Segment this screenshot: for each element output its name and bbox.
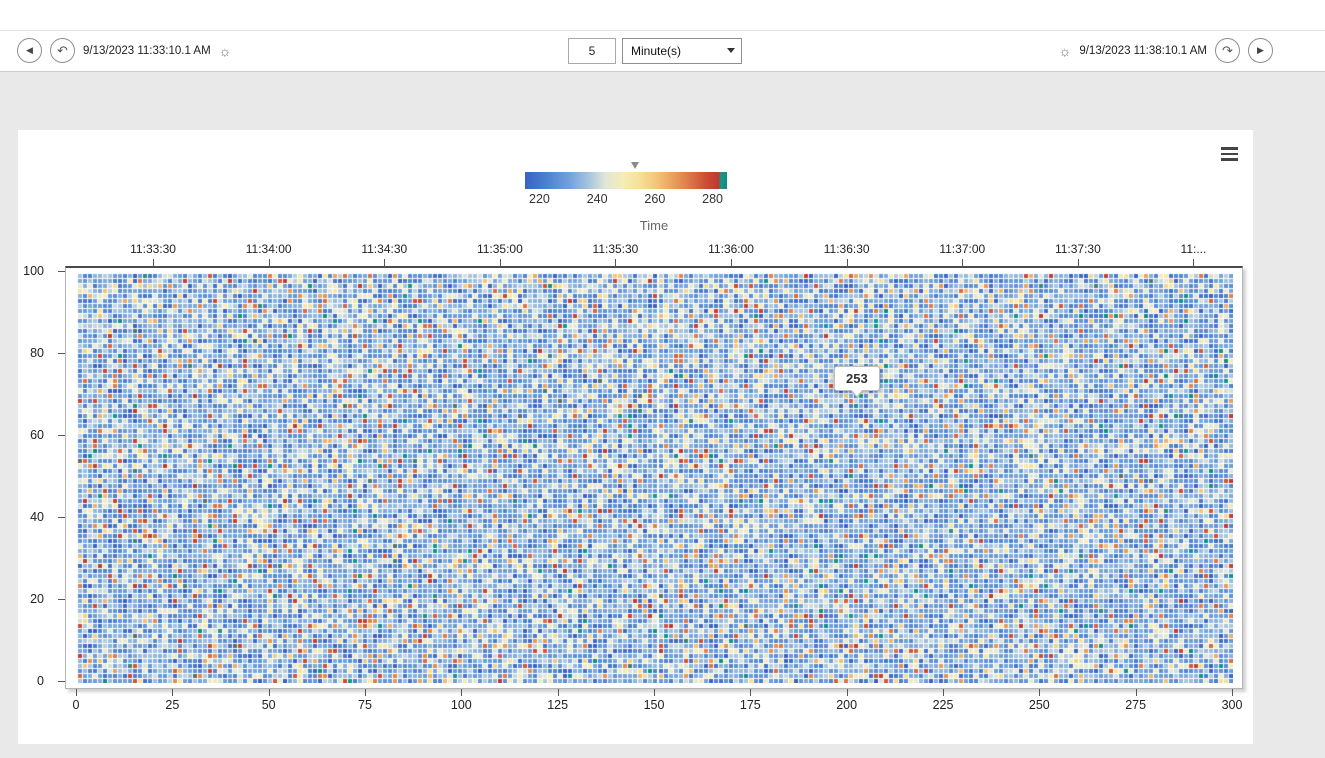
bottom-axis-label: 175: [739, 698, 761, 712]
start-datetime: 9/13/2023 11:33:10.1 AM: [83, 44, 211, 57]
y-axis-tick: [58, 271, 65, 272]
y-axis-label: 40: [30, 510, 44, 524]
legend-tick-label: 260: [644, 192, 666, 206]
y-axis-tick: [58, 353, 65, 354]
top-axis-tick: [846, 259, 848, 266]
pan-forward-button[interactable]: ↷: [1215, 38, 1240, 63]
bottom-axis-tick: [76, 689, 77, 696]
bottom-axis-tick: [943, 689, 944, 696]
bottom-axis-label: 75: [358, 698, 372, 712]
top-axis-label: 11:34:00: [245, 242, 292, 256]
toolbar-left-group: ◀ ↶ 9/13/2023 11:33:10.1 AM ☼: [17, 30, 232, 71]
bottom-axis-label: 100: [450, 698, 472, 712]
bottom-axis-label: 275: [1125, 698, 1147, 712]
top-axis-tick: [962, 259, 964, 266]
bottom-axis-tick: [1232, 689, 1233, 696]
bottom-axis-label: 0: [72, 698, 80, 712]
top-axis-tick: [268, 259, 270, 266]
top-axis-label: 11:...: [1180, 242, 1207, 256]
legend-tick-label: 280: [702, 192, 723, 206]
top-axis-tick: [731, 259, 733, 266]
end-datetime: 9/13/2023 11:38:10.1 AM: [1079, 44, 1207, 57]
top-axis-tick: [615, 259, 617, 266]
pan-back-button[interactable]: ↶: [50, 38, 75, 63]
interval-unit-select-wrap: Minute(s): [622, 38, 742, 64]
heatmap-canvas[interactable]: [77, 273, 1233, 683]
y-axis-tick: [58, 681, 65, 682]
tooltip: 253: [834, 366, 880, 391]
toolbar-divider: [0, 30, 1325, 31]
step-back-button[interactable]: ◀: [17, 38, 42, 63]
top-time-axis: 11:33:30 11:34:00 11:34:30 11:35:00 11:35:30…: [76, 242, 1232, 266]
y-axis-label: 60: [30, 428, 44, 442]
top-axis-tick: [384, 259, 386, 266]
toolbar-right-group: ☼ 9/13/2023 11:38:10.1 AM ↷ ▶: [1058, 30, 1273, 71]
bottom-axis-tick: [654, 689, 655, 696]
y-axis-tick: [58, 517, 65, 518]
top-axis-tick: [153, 259, 155, 266]
bottom-axis-label: 150: [643, 698, 665, 712]
legend-tick-label: 220: [528, 192, 550, 206]
bottom-sample-axis: 0 25 50 75 100 125 150 175 200 225 250 275 300: [72, 689, 1242, 715]
time-toolbar: ◀ ↶ 9/13/2023 11:33:10.1 AM ☼ Minute(s) …: [0, 0, 1325, 72]
legend-gradient-bar: [525, 172, 727, 189]
legend-tick-labels: 220 240 260 280: [525, 192, 727, 208]
time-axis-title: Time: [639, 218, 669, 233]
y-axis-tick: [58, 435, 65, 436]
top-axis-label: 11:33:30: [130, 242, 176, 256]
bottom-axis-label: 125: [547, 698, 569, 712]
bottom-axis-tick: [846, 689, 848, 696]
bottom-axis-label: 50: [261, 698, 276, 712]
y-axis: 100 80 60 40 20 0: [18, 264, 65, 689]
bottom-axis-tick: [750, 689, 752, 696]
y-axis-tick: [58, 599, 65, 600]
end-time-settings-icon[interactable]: ☼: [1058, 42, 1072, 59]
top-axis-label: 11:35:00: [476, 242, 523, 256]
color-legend: 220 240 260 280: [525, 162, 727, 206]
toolbar-center-group: Minute(s): [568, 38, 742, 64]
top-axis-tick: [1193, 259, 1195, 266]
top-axis-label: 11:35:30: [592, 242, 639, 256]
top-axis-tick: [1077, 259, 1079, 266]
bottom-axis-tick: [268, 689, 270, 696]
y-axis-label: 20: [30, 592, 44, 606]
y-axis-label: 0: [37, 674, 44, 688]
top-axis-label: 11:36:00: [708, 242, 754, 256]
hamburger-menu-icon[interactable]: [1221, 147, 1238, 164]
bottom-axis-label: 200: [836, 698, 858, 712]
tooltip-value: 253: [846, 371, 868, 386]
bottom-axis-label: 300: [1221, 698, 1243, 712]
interval-value-input[interactable]: [568, 38, 616, 64]
top-axis-label: 11:37:00: [939, 242, 986, 256]
start-time-settings-icon[interactable]: ☼: [218, 42, 232, 59]
top-axis-tick: [499, 259, 501, 266]
bottom-axis-tick: [1039, 689, 1041, 696]
top-axis-label: 11:36:30: [823, 242, 870, 256]
top-axis-label: 11:37:30: [1054, 242, 1101, 256]
bottom-axis-tick: [557, 689, 559, 696]
step-forward-button[interactable]: ▶: [1248, 38, 1273, 63]
chart-card: 220 240 260 280 Time 11:33:30 11:34:00 11:34:…: [18, 130, 1253, 744]
y-axis-label: 100: [23, 264, 44, 278]
bottom-axis-tick: [461, 689, 463, 696]
bottom-axis-label: 225: [932, 698, 954, 712]
interval-unit-select[interactable]: Minute(s): [622, 38, 742, 64]
plot-area: 253: [65, 266, 1243, 689]
bottom-axis-label: 250: [1028, 698, 1050, 712]
top-axis-label: 11:34:30: [361, 242, 408, 256]
bottom-axis-tick: [365, 689, 366, 696]
bottom-axis-label: 25: [165, 698, 180, 712]
legend-tick-label: 240: [586, 192, 608, 206]
bottom-axis-tick: [1135, 689, 1137, 696]
y-axis-label: 80: [30, 346, 44, 360]
bottom-axis-tick: [172, 689, 174, 696]
legend-value-marker-icon: [630, 162, 639, 169]
